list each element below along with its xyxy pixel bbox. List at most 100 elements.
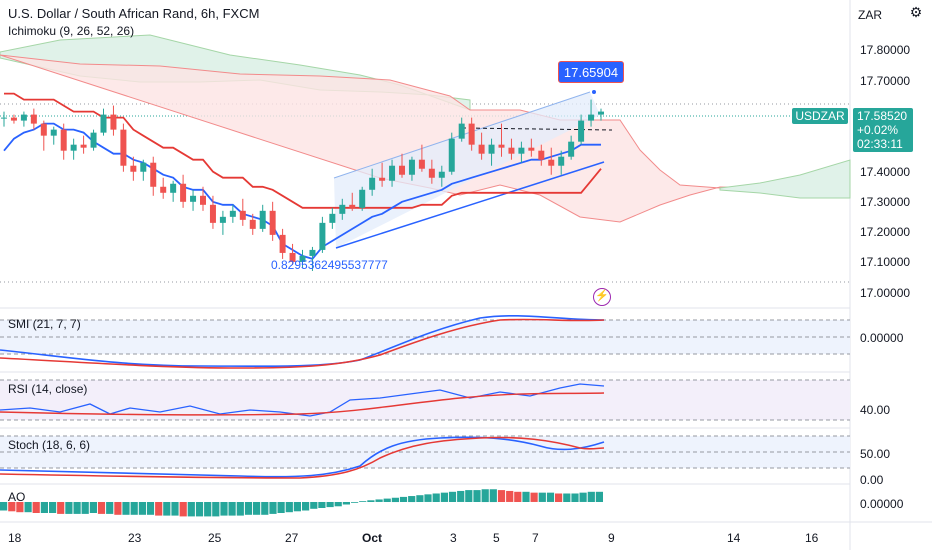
stoch-k-line (0, 436, 605, 478)
ao-bar (571, 493, 579, 502)
candle-body (578, 120, 585, 142)
candle-body (518, 147, 525, 154)
rsi-label[interactable]: RSI (14, close) (8, 382, 88, 396)
candle-body (130, 165, 137, 172)
ao-bar (546, 492, 555, 502)
candle-body (229, 210, 236, 217)
stoch-label[interactable]: Stoch (18, 6, 6) (8, 438, 91, 452)
ao-bar (375, 499, 383, 502)
channel-lower (335, 161, 605, 249)
ao-bar (310, 502, 318, 509)
candle-body (548, 159, 555, 166)
time-tick: 14 (727, 531, 741, 545)
ao-bar (106, 502, 114, 514)
candle-body (269, 210, 276, 235)
candle-body (408, 159, 415, 175)
ao-bar (391, 497, 399, 503)
ao-bar (318, 502, 326, 508)
candle-body (438, 171, 445, 178)
candle-body (498, 144, 505, 148)
ao-bar (440, 492, 448, 502)
ao-bar (334, 502, 342, 507)
ao-bar (97, 502, 106, 514)
ao-bar (73, 502, 81, 514)
price-tick: 17.00000 (860, 286, 911, 300)
ao-bar (261, 502, 269, 515)
candle-body (150, 162, 157, 187)
candle-body (239, 210, 246, 220)
candle-body (160, 186, 167, 193)
symbol-badge[interactable]: USDZAR (792, 108, 848, 124)
ao-bar (0, 502, 8, 511)
stoch-d-line (0, 436, 605, 479)
rsi-line (0, 383, 605, 417)
candle-body (349, 204, 356, 208)
symbol-title: U.S. Dollar / South African Rand, 6h, FX… (8, 6, 260, 21)
ao-bar (269, 502, 277, 514)
candle-body (90, 132, 97, 148)
ao-bar (244, 502, 253, 515)
ao-bar (220, 502, 228, 516)
ao-bar (236, 502, 244, 516)
candle-body (100, 114, 107, 133)
smi-signal-line (0, 318, 605, 369)
candle-body (309, 249, 316, 256)
ao-bar (146, 502, 155, 515)
candle-body (80, 144, 87, 148)
kumo-green-future (719, 159, 851, 199)
candle-body (588, 114, 595, 121)
candle-body (209, 204, 216, 223)
candle-body (259, 210, 266, 229)
candle-body (1, 117, 7, 119)
rsi-ma-line (0, 392, 605, 416)
gear-icon[interactable]: ⚙ (909, 4, 923, 20)
candle-body (200, 195, 206, 205)
lightning-icon[interactable]: ⚡ (593, 288, 611, 306)
ao-bar (49, 502, 57, 513)
ao-bar (212, 502, 220, 517)
time-tick: 25 (208, 531, 222, 545)
ao-bar (555, 493, 563, 502)
candle-body (40, 123, 47, 136)
candle-body (369, 177, 376, 190)
smi-label[interactable]: SMI (21, 7, 7) (8, 317, 81, 331)
ao-bar (285, 502, 293, 513)
ao-bar (563, 493, 571, 502)
time-tick: 16 (805, 531, 819, 545)
ao-bar (195, 502, 204, 517)
ao-bar (326, 502, 334, 508)
candle-body (289, 252, 296, 262)
last-price: 17.58520 (857, 109, 908, 123)
candle-body (190, 195, 197, 202)
ao-bar (351, 502, 359, 503)
candle-body (418, 159, 425, 169)
candle-body (329, 213, 336, 223)
candle-body (60, 129, 67, 151)
ao-label[interactable]: AO (8, 490, 26, 504)
ao-bar (473, 490, 481, 502)
price-tick: 17.20000 (860, 225, 911, 239)
ao-axis-label: 0.00000 (860, 497, 904, 511)
price-change: +0.02% (857, 123, 899, 137)
time-tick: 3 (450, 531, 457, 545)
projection-callout[interactable]: 17.65904 (558, 61, 624, 83)
time-tick: 18 (8, 531, 22, 545)
candle-body (568, 141, 575, 157)
price-tick: 17.30000 (860, 195, 911, 209)
currency-label[interactable]: ZAR (858, 8, 882, 22)
ao-bar (424, 494, 432, 502)
candle-body (458, 123, 465, 139)
bar-countdown: 02:33:11 (857, 137, 903, 151)
ao-bar (530, 492, 538, 502)
rsi-band (0, 380, 850, 420)
candle-body (488, 144, 495, 154)
candle-body (448, 138, 455, 172)
time-tick: 9 (608, 531, 615, 545)
ao-bar (204, 502, 212, 517)
time-tick: 23 (128, 531, 142, 545)
candle-body (359, 189, 366, 208)
candle-body (399, 165, 405, 175)
ao-bar (65, 502, 73, 514)
